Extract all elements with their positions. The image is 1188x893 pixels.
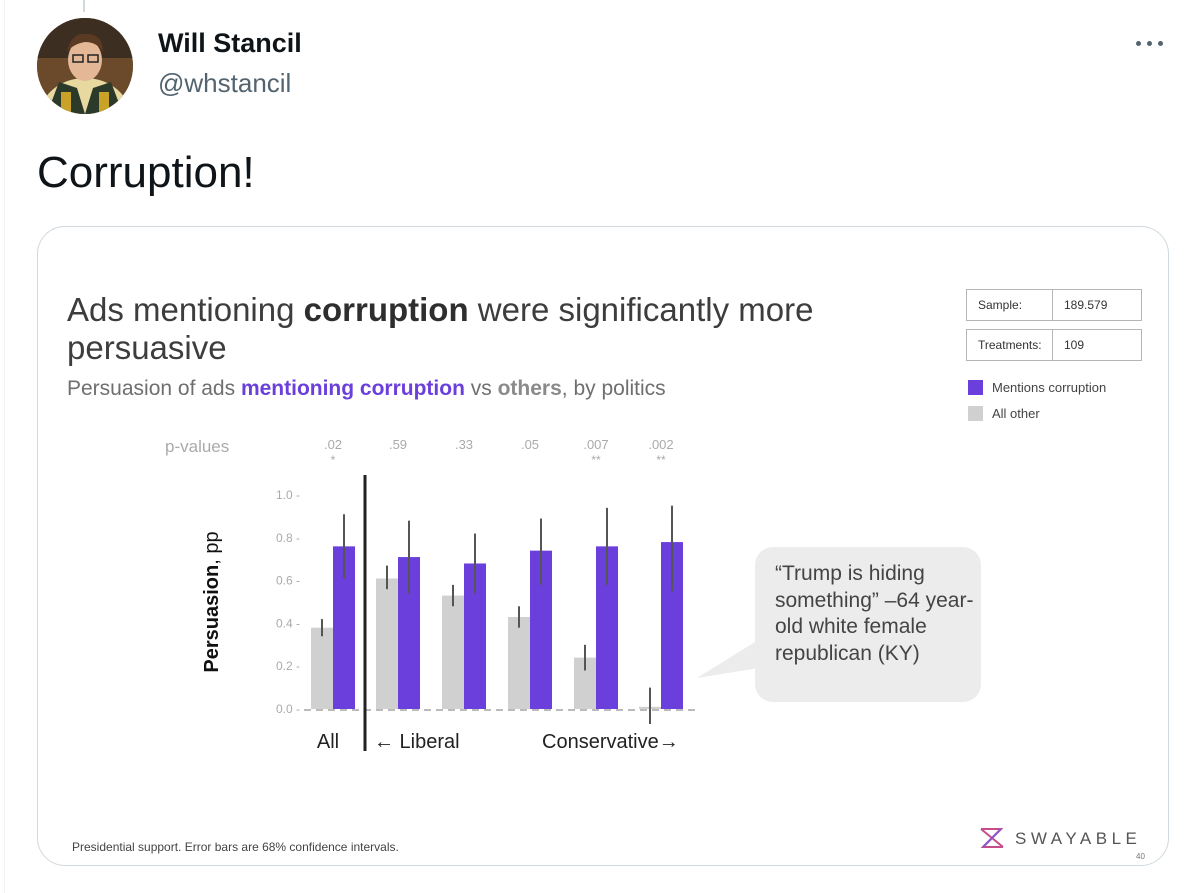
timeline-border xyxy=(4,0,5,893)
p-value-label: .02 xyxy=(324,437,342,452)
bar-all-other xyxy=(574,657,596,709)
y-tick-label: 0.6 - xyxy=(276,574,300,588)
stat-value: 189.579 xyxy=(1064,298,1108,312)
bar-mentions-corruption xyxy=(661,542,683,709)
slide-subtitle: Persuasion of ads mentioning corruption … xyxy=(67,377,666,400)
stat-treatments: Treatments: 109 xyxy=(966,329,1142,361)
significance-marker: ** xyxy=(591,453,601,467)
thread-connector-line xyxy=(83,0,85,12)
bubble-tail xyxy=(697,642,759,678)
bar-mentions-corruption xyxy=(596,546,618,709)
p-value-label: .59 xyxy=(389,437,407,452)
stat-label: Sample: xyxy=(967,290,1053,320)
p-value-label: .007 xyxy=(583,437,608,452)
p-values-label: p-values xyxy=(165,437,229,456)
bar-mentions-corruption xyxy=(333,546,355,709)
slide-title: Ads mentioning corruption were significa… xyxy=(67,291,814,366)
bar-mentions-corruption xyxy=(398,557,420,709)
significance-marker: * xyxy=(331,453,336,467)
y-tick-label: 0.0 - xyxy=(276,702,300,716)
page-number: 40 xyxy=(1136,852,1145,861)
y-tick-label: 0.8 - xyxy=(276,531,300,545)
bar-all-other xyxy=(376,578,398,709)
bar-all-other xyxy=(442,595,464,709)
significance-marker: ** xyxy=(656,453,666,467)
y-axis-label: Persuasion, pp xyxy=(201,531,223,672)
legend-label: Mentions corruption xyxy=(992,380,1107,395)
author-handle[interactable]: @whstancil xyxy=(158,68,292,98)
y-tick-label: 1.0 - xyxy=(276,488,300,502)
x-label-liberal: ← Liberal xyxy=(374,731,460,753)
quote-text: “Trump is hiding something” –64 year-old… xyxy=(775,562,974,665)
x-label-conservative: Conservative→ xyxy=(542,731,679,753)
stat-sample: Sample: 189.579 xyxy=(966,289,1142,321)
stat-label: Treatments: xyxy=(967,330,1053,360)
footnote: Presidential support. Error bars are 68%… xyxy=(72,840,399,854)
legend-swatch xyxy=(968,406,983,421)
bar-mentions-corruption xyxy=(464,563,486,709)
stat-value: 109 xyxy=(1064,338,1085,352)
avatar-photo xyxy=(37,18,133,114)
media-card[interactable]: Ads mentioning corruption were significa… xyxy=(37,226,1169,866)
y-tick-label: 0.2 - xyxy=(276,659,300,673)
legend-label: All other xyxy=(992,406,1040,421)
more-options-icon[interactable] xyxy=(1134,28,1166,58)
author-name[interactable]: Will Stancil xyxy=(158,28,302,58)
bar-all-other xyxy=(508,616,530,709)
p-value-label: .05 xyxy=(521,437,539,452)
legend-swatch xyxy=(968,380,983,395)
y-tick-label: 0.4 - xyxy=(276,616,300,630)
p-value-label: .33 xyxy=(455,437,473,452)
avatar[interactable] xyxy=(37,18,133,114)
x-label-all: All xyxy=(317,731,339,753)
tweet-text: Corruption! xyxy=(37,148,255,197)
p-value-label: .002 xyxy=(648,437,673,452)
bar-all-other xyxy=(311,627,333,709)
persuasion-bar-chart: Persuasion, pp 1.0 - 0.8 - 0.6 - 0.4 - 0.2 - 0… xyxy=(165,437,696,753)
quote-bubble: “Trump is hiding something” –64 year-old… xyxy=(697,547,981,702)
bar-mentions-corruption xyxy=(530,550,552,709)
swayable-wordmark: SWAYABLE xyxy=(1015,829,1142,848)
swayable-logo-icon xyxy=(980,828,1004,848)
